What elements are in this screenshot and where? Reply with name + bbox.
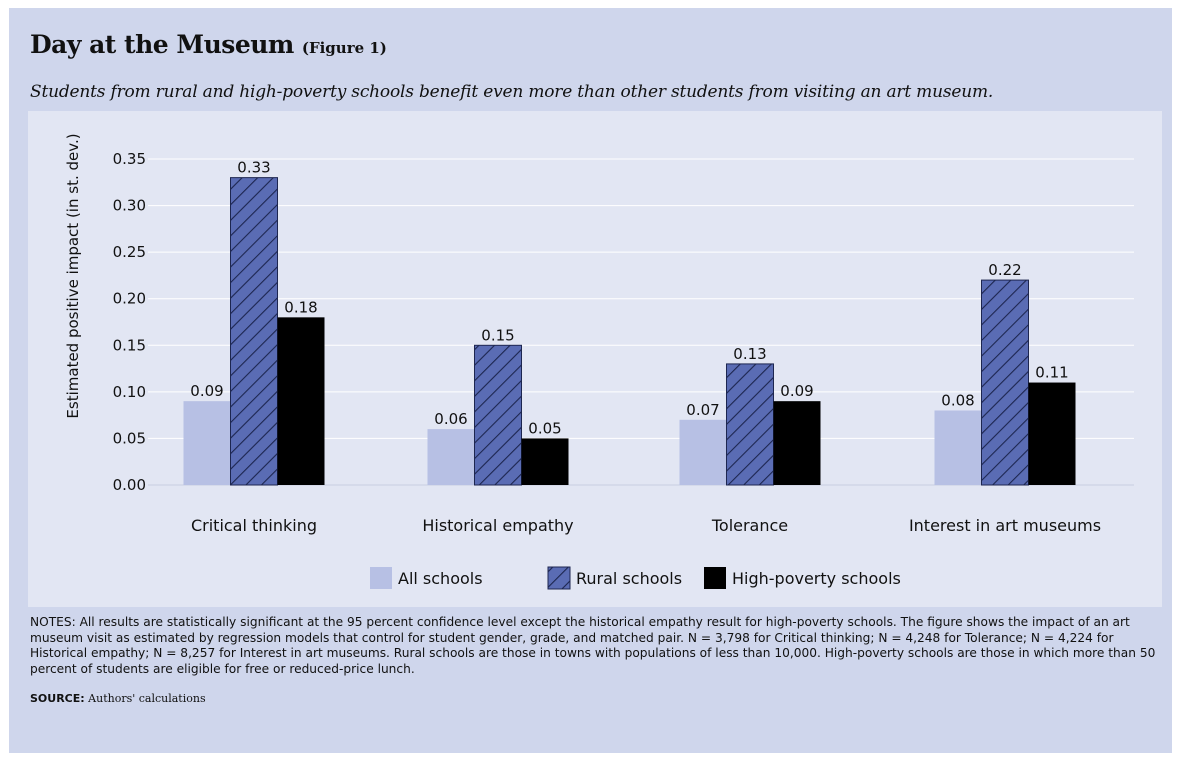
x-category-label: Historical empathy <box>422 516 573 535</box>
data-label: 0.18 <box>284 298 317 316</box>
data-label: 0.06 <box>434 410 467 428</box>
data-label: 0.15 <box>481 326 514 344</box>
bar-high-poverty-schools <box>521 438 569 485</box>
data-label: 0.09 <box>190 382 223 400</box>
y-axis: 0.00 0.05 0.10 0.15 0.20 0.25 0.30 0.35 <box>113 150 146 494</box>
bar-all-schools <box>427 429 475 485</box>
data-label: 0.09 <box>780 382 813 400</box>
legend-swatch <box>370 567 392 589</box>
y-tick-label: 0.00 <box>113 476 146 494</box>
y-tick-label: 0.25 <box>113 243 146 261</box>
notes-text: NOTES: All results are statistically sig… <box>30 615 1156 676</box>
title-row: Day at the Museum (Figure 1) <box>30 30 387 59</box>
bar-all-schools <box>183 401 231 485</box>
data-label: 0.07 <box>686 401 719 419</box>
x-category-label: Tolerance <box>711 516 788 535</box>
plot-panel <box>28 111 1162 607</box>
data-label: 0.33 <box>237 159 270 177</box>
x-category-label: Critical thinking <box>191 516 317 535</box>
source-text: Authors' calculations <box>88 692 206 705</box>
chart-subtitle: Students from rural and high-poverty sch… <box>30 82 994 102</box>
bar-all-schools <box>934 410 982 485</box>
y-axis-label: Estimated positive impact (in st. dev.) <box>64 133 82 418</box>
y-tick-label: 0.05 <box>113 429 146 447</box>
legend-label: High-poverty schools <box>732 569 901 588</box>
source-line: SOURCE: Authors' calculations <box>30 692 206 705</box>
bar-high-poverty-schools <box>1028 382 1076 485</box>
chart-title: Day at the Museum <box>30 30 294 59</box>
bar-rural-schools <box>230 177 278 486</box>
data-label: 0.05 <box>528 419 561 437</box>
y-tick-label: 0.20 <box>113 290 146 308</box>
bar-high-poverty-schools <box>277 317 325 485</box>
bar-chart: 0.000.050.100.150.200.250.300.35 0.090.0… <box>64 133 1134 590</box>
legend-label: Rural schools <box>576 569 682 588</box>
data-label: 0.13 <box>733 345 766 363</box>
legend-label: All schools <box>398 569 483 588</box>
legend: All schools Rural schools High-poverty sch… <box>370 566 901 590</box>
y-tick-label: 0.15 <box>113 336 146 354</box>
bar-rural-schools <box>474 344 522 486</box>
gridlines <box>148 158 1134 486</box>
legend-swatch <box>704 567 726 589</box>
source-label: SOURCE: <box>30 692 85 705</box>
bar-all-schools <box>679 419 727 485</box>
bars <box>183 177 1076 486</box>
y-tick-label: 0.30 <box>113 197 146 215</box>
y-tick-label: 0.10 <box>113 383 146 401</box>
data-label: 0.22 <box>988 261 1021 279</box>
data-label: 0.08 <box>941 391 974 409</box>
data-label: 0.11 <box>1035 364 1068 382</box>
bar-rural-schools <box>726 363 774 486</box>
x-axis-categories: Critical thinking Historical empathy Toler… <box>191 516 1101 535</box>
x-category-label: Interest in art museums <box>909 516 1101 535</box>
data-labels: 0.09 0.06 0.07 0.08 0.33 0.15 0.13 0.22 0.18 0.05… <box>190 159 1068 438</box>
y-tick-label: 0.35 <box>113 150 146 168</box>
legend-swatch <box>547 566 571 590</box>
bar-high-poverty-schools <box>773 401 821 485</box>
bar-rural-schools <box>981 279 1029 486</box>
figure-label: (Figure 1) <box>301 39 387 57</box>
